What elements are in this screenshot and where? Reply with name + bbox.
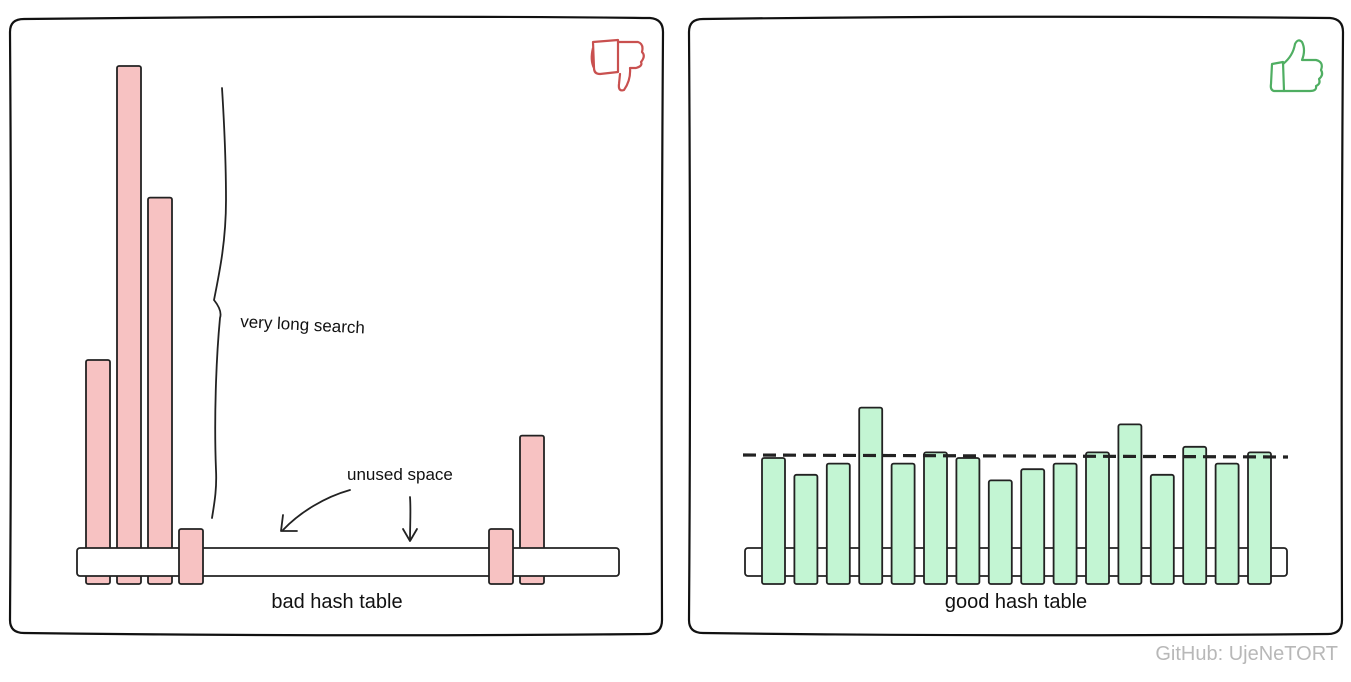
unused-space-arrow-left [282, 489, 351, 531]
thumbs-up-icon [1269, 39, 1324, 93]
credit-text: GitHub: UjeNeTORT [1155, 643, 1338, 665]
chain-bar [178, 528, 204, 585]
chain-bar [825, 462, 851, 585]
thumbs-down-icon [590, 38, 645, 92]
chain-bar [955, 457, 981, 585]
chain-bar [1247, 451, 1272, 585]
unused-space-label: unused space [347, 465, 453, 484]
chain-bar [85, 359, 111, 585]
good-hash-table-panel: good hash table [687, 15, 1345, 637]
chain-bar [1052, 462, 1078, 585]
chain-bar [1085, 451, 1110, 585]
chain-bar [1149, 473, 1175, 585]
good-hash-table-title: good hash table [945, 591, 1087, 613]
bad-hash-table-panel: very long search unused space bad hash t… [8, 15, 665, 637]
chain-bar [923, 451, 948, 585]
chain-bar [488, 528, 514, 585]
chain-bar [793, 473, 819, 585]
chain-bar [1117, 423, 1143, 585]
chain-bar [116, 65, 142, 585]
chain-bar [987, 479, 1013, 585]
left-panel-border [8, 15, 665, 637]
chain-bar [890, 462, 916, 585]
chain-bar [1214, 462, 1240, 585]
chain-bar [858, 406, 884, 585]
left-chain-bars-front [178, 528, 514, 585]
chain-bar [1182, 445, 1208, 585]
unused-space-arrow-left-head [280, 514, 298, 532]
long-search-brace [211, 87, 227, 519]
bad-hash-table-title: bad hash table [271, 591, 402, 613]
chain-bar [147, 196, 173, 585]
chain-bar [519, 434, 545, 585]
right-panel-border [687, 15, 1345, 637]
chain-bar [1020, 468, 1046, 585]
right-chain-bars [761, 406, 1272, 585]
left-chain-bars [85, 65, 545, 585]
chain-bar [761, 457, 786, 585]
average-chain-line [742, 453, 1289, 459]
left-table-array [76, 547, 620, 577]
unused-space-arrow-down-head [402, 528, 418, 542]
